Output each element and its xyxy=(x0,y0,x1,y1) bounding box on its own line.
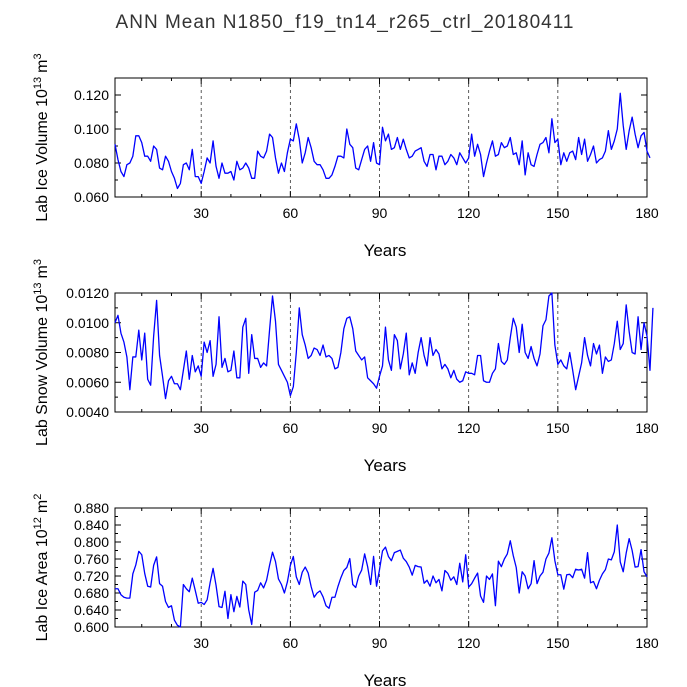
plot-frame xyxy=(114,77,648,198)
y-tick-label: 0.0120 xyxy=(66,285,109,301)
main-title: ANN Mean N1850_f19_tn14_r265_ctrl_201804… xyxy=(116,12,575,33)
x-axis-title: Years xyxy=(364,241,407,260)
x-tick-label: 60 xyxy=(283,205,299,221)
y-axis-title-ylabel-unit: m xyxy=(34,500,51,513)
y-axis-title-ylabel: Lab Ice Volume 10 xyxy=(34,89,51,222)
y-axis-title-ylabel-unit-sup: 3 xyxy=(32,53,44,59)
series-line xyxy=(114,292,654,400)
y-axis-title-ylabel: Lab Ice Area 10 xyxy=(34,529,51,641)
y-axis-title-ylabel-sup: 12 xyxy=(32,517,44,529)
x-tick-label: 120 xyxy=(457,420,481,436)
x-tick-label: 150 xyxy=(546,420,570,436)
y-tick-label: 0.880 xyxy=(74,500,109,516)
y-axis-title: Lab Ice Area 1012 m2 xyxy=(32,494,51,642)
y-tick-label: 0.120 xyxy=(74,87,109,103)
x-axis-title: Years xyxy=(364,456,407,475)
y-axis-title-ylabel-sup: 13 xyxy=(32,77,44,89)
x-tick-label: 60 xyxy=(283,635,299,651)
x-tick-label: 150 xyxy=(546,205,570,221)
y-axis-title-ylabel-unit-sup: 2 xyxy=(32,494,44,500)
y-axis-title-ylabel: Lab Snow Volume 10 xyxy=(34,295,51,446)
y-tick-label: 0.0040 xyxy=(66,404,109,420)
y-tick-label: 0.640 xyxy=(74,602,109,618)
plot-frame xyxy=(114,292,648,413)
x-tick-label: 60 xyxy=(283,420,299,436)
y-axis-title-ylabel-unit: m xyxy=(34,60,51,73)
x-tick-label: 120 xyxy=(457,635,481,651)
y-tick-label: 0.840 xyxy=(74,517,109,533)
y-tick-label: 0.0080 xyxy=(66,345,109,361)
y-axis-title-ylabel-unit: m xyxy=(34,265,51,278)
y-tick-label: 0.100 xyxy=(74,121,109,137)
y-tick-label: 0.800 xyxy=(74,534,109,550)
y-axis-title: Lab Ice Volume 1013 m3 xyxy=(32,53,51,221)
plot-frame xyxy=(114,507,648,628)
x-tick-label: 30 xyxy=(193,205,209,221)
y-tick-label: 0.600 xyxy=(74,619,109,635)
y-axis-title-ylabel-unit-sup: 3 xyxy=(32,259,44,265)
chart-panel-1: 0.060 0.080 0.100 0.120 30 60 90 120 150 180 Years… xyxy=(32,53,659,260)
x-tick-label: 90 xyxy=(372,635,388,651)
series-line xyxy=(115,524,648,628)
y-tick-label: 0.760 xyxy=(74,551,109,567)
x-tick-label: 150 xyxy=(546,635,570,651)
x-tick-label: 180 xyxy=(635,420,659,436)
x-axis-title: Years xyxy=(364,671,407,687)
y-tick-label: 0.720 xyxy=(74,568,109,584)
chart-panel-2: 0.0040 0.0060 0.0080 0.0100 0.0120 30 60 90 120 1… xyxy=(32,259,659,475)
y-tick-label: 0.0060 xyxy=(66,374,109,390)
y-tick-label: 0.060 xyxy=(74,189,109,205)
x-tick-label: 30 xyxy=(193,635,209,651)
chart-panel-3: 0.6000.6400.6800.7200.7600.8000.8400.880… xyxy=(32,494,659,687)
x-tick-label: 90 xyxy=(372,420,388,436)
x-tick-label: 90 xyxy=(372,205,388,221)
y-tick-label: 0.0100 xyxy=(66,315,109,331)
x-tick-label: 30 xyxy=(193,420,209,436)
y-tick-label: 0.680 xyxy=(74,585,109,601)
x-tick-label: 180 xyxy=(635,635,659,651)
x-tick-label: 180 xyxy=(635,205,659,221)
x-tick-label: 120 xyxy=(457,205,481,221)
series-line xyxy=(114,92,651,190)
y-tick-label: 0.080 xyxy=(74,155,109,171)
y-axis-title-ylabel-sup: 13 xyxy=(32,282,44,294)
y-axis-title: Lab Snow Volume 1013 m3 xyxy=(32,259,51,446)
